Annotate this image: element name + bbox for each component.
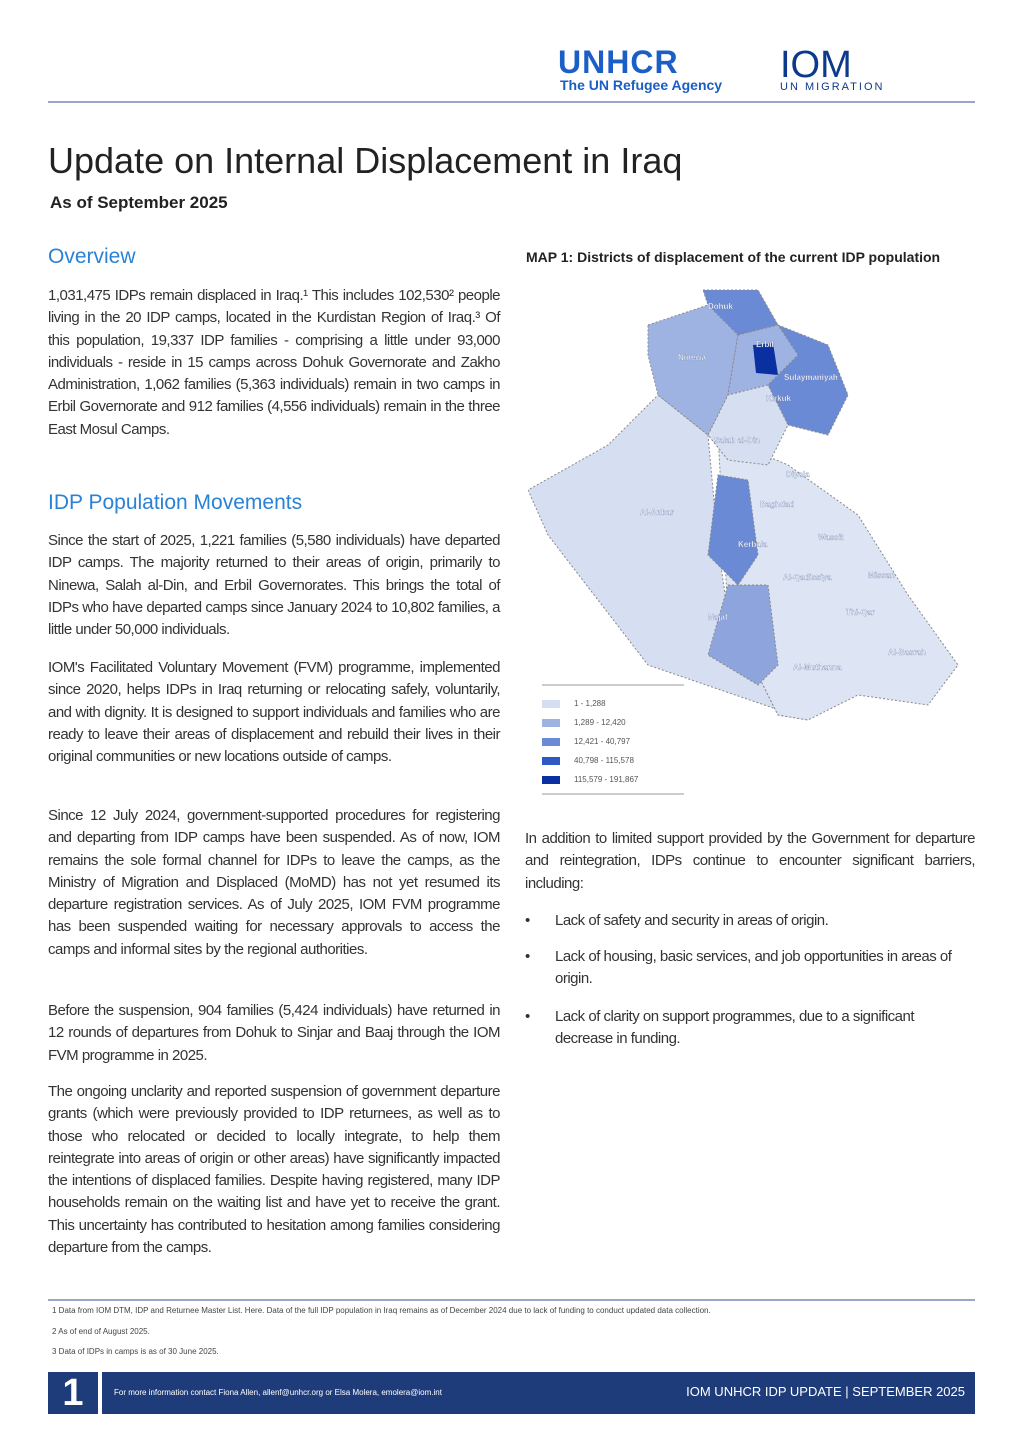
footer-contact: For more information contact Fiona Allen… bbox=[114, 1388, 442, 1397]
legend-swatch bbox=[542, 699, 560, 708]
barrier-item: • Lack of clarity on support programmes, … bbox=[525, 1006, 975, 1051]
footnote-3: 3 Data of IDPs in camps is as of 30 June… bbox=[52, 1347, 219, 1356]
barrier-item: • Lack of safety and security in areas of… bbox=[525, 910, 975, 932]
footnote-1: 1 Data from IOM DTM, IDP and Returnee Ma… bbox=[52, 1306, 711, 1315]
map-region-erbil-center bbox=[753, 343, 778, 375]
legend-item: 1 - 1,288 bbox=[542, 694, 684, 713]
map-label-dohuk: Dohuk bbox=[708, 302, 733, 311]
map-label-kirkuk: Kirkuk bbox=[766, 394, 791, 403]
map-label-al-anbar: Al-Anbar bbox=[640, 508, 674, 517]
movements-paragraph: The ongoing unclarity and reported suspe… bbox=[48, 1083, 501, 1257]
map-label-sulaymaniyah: Sulaymaniyah bbox=[784, 373, 838, 382]
page-number: 1 bbox=[48, 1372, 98, 1414]
map-region-sulaymaniyah bbox=[767, 323, 849, 436]
unhcr-logo-text: UNHCR bbox=[558, 44, 679, 80]
legend-swatch bbox=[542, 737, 560, 746]
legend-item: 115,579 - 191,867 bbox=[542, 770, 684, 789]
map-label-erbil: Erbil bbox=[756, 340, 774, 349]
map-region-najaf bbox=[707, 584, 779, 686]
barriers-intro: In addition to limited support provided … bbox=[525, 830, 976, 892]
legend-item: 40,798 - 115,578 bbox=[542, 751, 684, 770]
map-label-diyala: Diyala bbox=[786, 470, 810, 479]
barrier-text: Lack of safety and security in areas of … bbox=[555, 912, 829, 929]
movements-heading: IDP Population Movements bbox=[48, 491, 303, 514]
page-subtitle: As of September 2025 bbox=[50, 193, 228, 212]
iom-logo: IOM UN MIGRATION bbox=[780, 44, 884, 93]
footer-publication: IOM UNHCR IDP UPDATE | SEPTEMBER 2025 bbox=[686, 1384, 965, 1399]
map-region-south bbox=[717, 434, 959, 721]
bullet-icon: • bbox=[525, 948, 530, 965]
iom-logo-text: IOM bbox=[780, 44, 852, 86]
map-label-salah-al-din: Salah al-Din bbox=[714, 436, 760, 445]
unhcr-tagline: The UN Refugee Agency bbox=[560, 77, 723, 93]
legend-item: 12,421 - 40,797 bbox=[542, 732, 684, 751]
overview-text: 1,031,475 IDPs remain displaced in Iraq.… bbox=[48, 287, 501, 438]
barrier-text: Lack of housing, basic services, and job… bbox=[555, 948, 952, 988]
legend-swatch bbox=[542, 775, 560, 784]
overview-heading: Overview bbox=[48, 245, 136, 268]
map-label-thi-qar: Thi-Qar bbox=[846, 608, 874, 617]
footer: 1 For more information contact Fiona All… bbox=[48, 1372, 975, 1414]
map-label-missan: Missan bbox=[868, 571, 895, 580]
map-label-al-qadissiya: Al-Qadissiya bbox=[783, 573, 832, 582]
map-label-ninewa: Ninewa bbox=[678, 353, 707, 362]
footer-bar: For more information contact Fiona Allen… bbox=[102, 1372, 975, 1414]
barrier-item: • Lack of housing, basic services, and jo… bbox=[525, 946, 975, 991]
legend-label: 1 - 1,288 bbox=[574, 699, 606, 708]
movements-paragraph: Since the start of 2025, 1,221 families … bbox=[48, 532, 501, 639]
iom-tagline: UN MIGRATION bbox=[780, 81, 885, 93]
bullet-icon: • bbox=[525, 1008, 530, 1025]
legend-swatch bbox=[542, 718, 560, 727]
footnote-2: 2 As of end of August 2025. bbox=[52, 1327, 150, 1336]
movements-paragraph: Since 12 July 2024, government-supported… bbox=[48, 807, 501, 958]
map-region-dohuk bbox=[702, 289, 779, 336]
legend-item: 1,289 - 12,420 bbox=[542, 713, 684, 732]
page-title: Update on Internal Displacement in Iraq bbox=[48, 140, 683, 181]
map-legend: 1 - 1,288 1,289 - 12,420 12,421 - 40,797 40… bbox=[542, 684, 684, 795]
movements-paragraph: IOM's Facilitated Voluntary Movement (FV… bbox=[48, 659, 501, 766]
legend-label: 115,579 - 191,867 bbox=[574, 775, 639, 784]
legend-swatch bbox=[542, 756, 560, 765]
map-region-salah-al-din bbox=[707, 384, 789, 466]
map-label-wassit: Wassit bbox=[818, 533, 844, 542]
header-divider bbox=[48, 101, 975, 103]
barrier-text: Lack of clarity on support programmes, d… bbox=[555, 1008, 915, 1048]
map-label-al-basrah: Al-Basrah bbox=[888, 648, 926, 657]
legend-label: 1,289 - 12,420 bbox=[574, 718, 626, 727]
map-region-anbar-east bbox=[707, 474, 759, 586]
legend-label: 12,421 - 40,797 bbox=[574, 737, 631, 746]
legend-label: 40,798 - 115,578 bbox=[574, 756, 634, 765]
footnote-divider bbox=[48, 1299, 975, 1301]
map-title: MAP 1: Districts of displacement of the … bbox=[526, 249, 941, 265]
map-label-baghdad: Baghdad bbox=[760, 500, 794, 509]
movements-paragraph: Before the suspension, 904 families (5,4… bbox=[48, 1002, 501, 1064]
map-label-kerbala: Kerbala bbox=[738, 540, 768, 549]
bullet-icon: • bbox=[525, 912, 530, 929]
unhcr-logo: UNHCR The UN Refugee Agency bbox=[558, 44, 722, 93]
iraq-districts-map: Dohuk Ninewa Erbil Sulaymaniyah Kirkuk Salah … bbox=[528, 289, 959, 721]
map-label-al-muthanna: Al-Muthanna bbox=[793, 663, 842, 672]
map-labels: Dohuk Ninewa Erbil Sulaymaniyah Kirkuk Salah … bbox=[640, 302, 926, 672]
map-label-najaf: Najaf bbox=[708, 613, 728, 622]
